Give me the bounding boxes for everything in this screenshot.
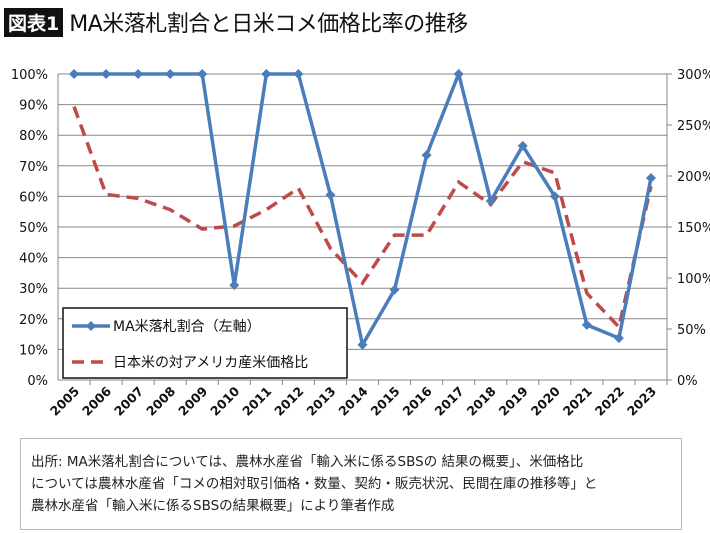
data-point	[229, 280, 240, 291]
x-tick-label: 2008	[143, 384, 178, 419]
legend-marker	[86, 321, 96, 331]
source-note: 出所: MA米落札割合については、農林水産省「輸入米に係るSBSの 結果の概要」…	[20, 438, 682, 530]
x-tick-label: 2020	[528, 383, 563, 418]
data-point	[69, 69, 80, 79]
left-tick-label: 40%	[19, 252, 48, 267]
legend-box	[62, 307, 348, 379]
right-tick-label: 200%	[677, 170, 710, 185]
figure-badge: 図表1	[4, 7, 64, 37]
data-point	[581, 319, 592, 330]
series-line-ma-rate	[74, 68, 653, 350]
data-point	[357, 339, 368, 350]
right-tick-label: 300%	[677, 68, 710, 83]
left-tick-label: 10%	[19, 343, 48, 358]
legend-label: 日本米の対アメリカ産米価格比	[113, 355, 308, 371]
line-chart: 0% 10% 20% 30% 40% 50% 60% 70% 80% 90% 100% 0% 50% 10…	[11, 68, 710, 419]
x-tick-label: 2016	[400, 383, 435, 418]
x-tick-label: 2021	[560, 384, 595, 419]
x-tick-label: 2015	[367, 384, 402, 419]
x-tick-label: 2017	[432, 384, 467, 419]
title-text: MA米落札割合と日米コメ価格比率の推移	[69, 12, 468, 37]
data-point	[293, 69, 304, 79]
x-tick-label: 2005	[47, 384, 82, 419]
x-tick-label: 2007	[111, 384, 146, 419]
left-tick-label: 50%	[19, 221, 48, 236]
left-tick-label: 90%	[19, 99, 48, 114]
data-point	[485, 195, 496, 206]
data-point	[165, 69, 176, 79]
x-tick-label: 2023	[624, 384, 659, 419]
x-tick-label: 2018	[464, 384, 499, 419]
data-point	[613, 333, 624, 344]
right-tick-label: 0%	[677, 374, 698, 389]
x-tick-label: 2012	[271, 384, 306, 419]
left-tick-label: 0%	[27, 374, 48, 389]
right-tick-label: 150%	[677, 221, 710, 236]
data-point	[421, 150, 432, 161]
legend-label: MA米落札割合（左軸）	[113, 318, 261, 335]
left-tick-label: 80%	[19, 129, 48, 144]
data-point	[101, 69, 112, 79]
left-tick-label: 60%	[19, 190, 48, 205]
note-line: 農林水産省「輸入米に係るSBSの結果概要」により筆者作成	[31, 498, 395, 514]
left-tick-label: 70%	[19, 160, 48, 175]
series-line-price-ratio	[72, 106, 653, 331]
data-point	[549, 191, 560, 202]
x-tick-label: 2014	[335, 383, 370, 418]
x-tick-label: 2013	[303, 384, 338, 419]
left-tick-label: 30%	[19, 282, 48, 297]
data-point	[645, 173, 656, 184]
figure-title: 図表1 MA米落札割合と日米コメ価格比率の推移	[4, 6, 468, 38]
x-tick-label: 2022	[592, 384, 627, 419]
right-tick-label: 250%	[677, 119, 710, 134]
x-tick-label: 2009	[175, 384, 210, 419]
data-point	[133, 69, 144, 79]
data-point	[261, 69, 272, 79]
note-line: については農林水産省「コメの相対取引価格・数量、契約・販売状況、民間在庫の推移等…	[31, 476, 598, 492]
note-line: 出所: MA米落札割合については、農林水産省「輸入米に係るSBSの 結果の概要」…	[31, 454, 584, 470]
right-tick-label: 50%	[677, 323, 706, 338]
data-point	[389, 284, 400, 295]
x-tick-label: 2011	[239, 384, 274, 419]
x-tick-label: 2010	[207, 383, 242, 418]
data-point	[517, 140, 528, 151]
x-tick-label: 2019	[496, 384, 531, 419]
right-tick-label: 100%	[677, 272, 710, 287]
x-tick-label: 2006	[79, 383, 114, 418]
left-tick-label: 100%	[11, 68, 48, 83]
data-point	[325, 189, 336, 200]
left-tick-label: 20%	[19, 313, 48, 328]
data-point	[197, 69, 208, 79]
data-point	[453, 69, 464, 79]
